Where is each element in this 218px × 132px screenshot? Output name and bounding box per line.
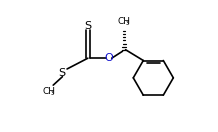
Text: O: O [104, 53, 113, 63]
Text: ₃: ₃ [126, 18, 129, 27]
Text: S: S [58, 68, 65, 78]
Text: CH: CH [118, 17, 131, 26]
Text: ₃: ₃ [51, 88, 54, 97]
Text: S: S [84, 21, 91, 31]
Text: CH: CH [42, 87, 55, 96]
